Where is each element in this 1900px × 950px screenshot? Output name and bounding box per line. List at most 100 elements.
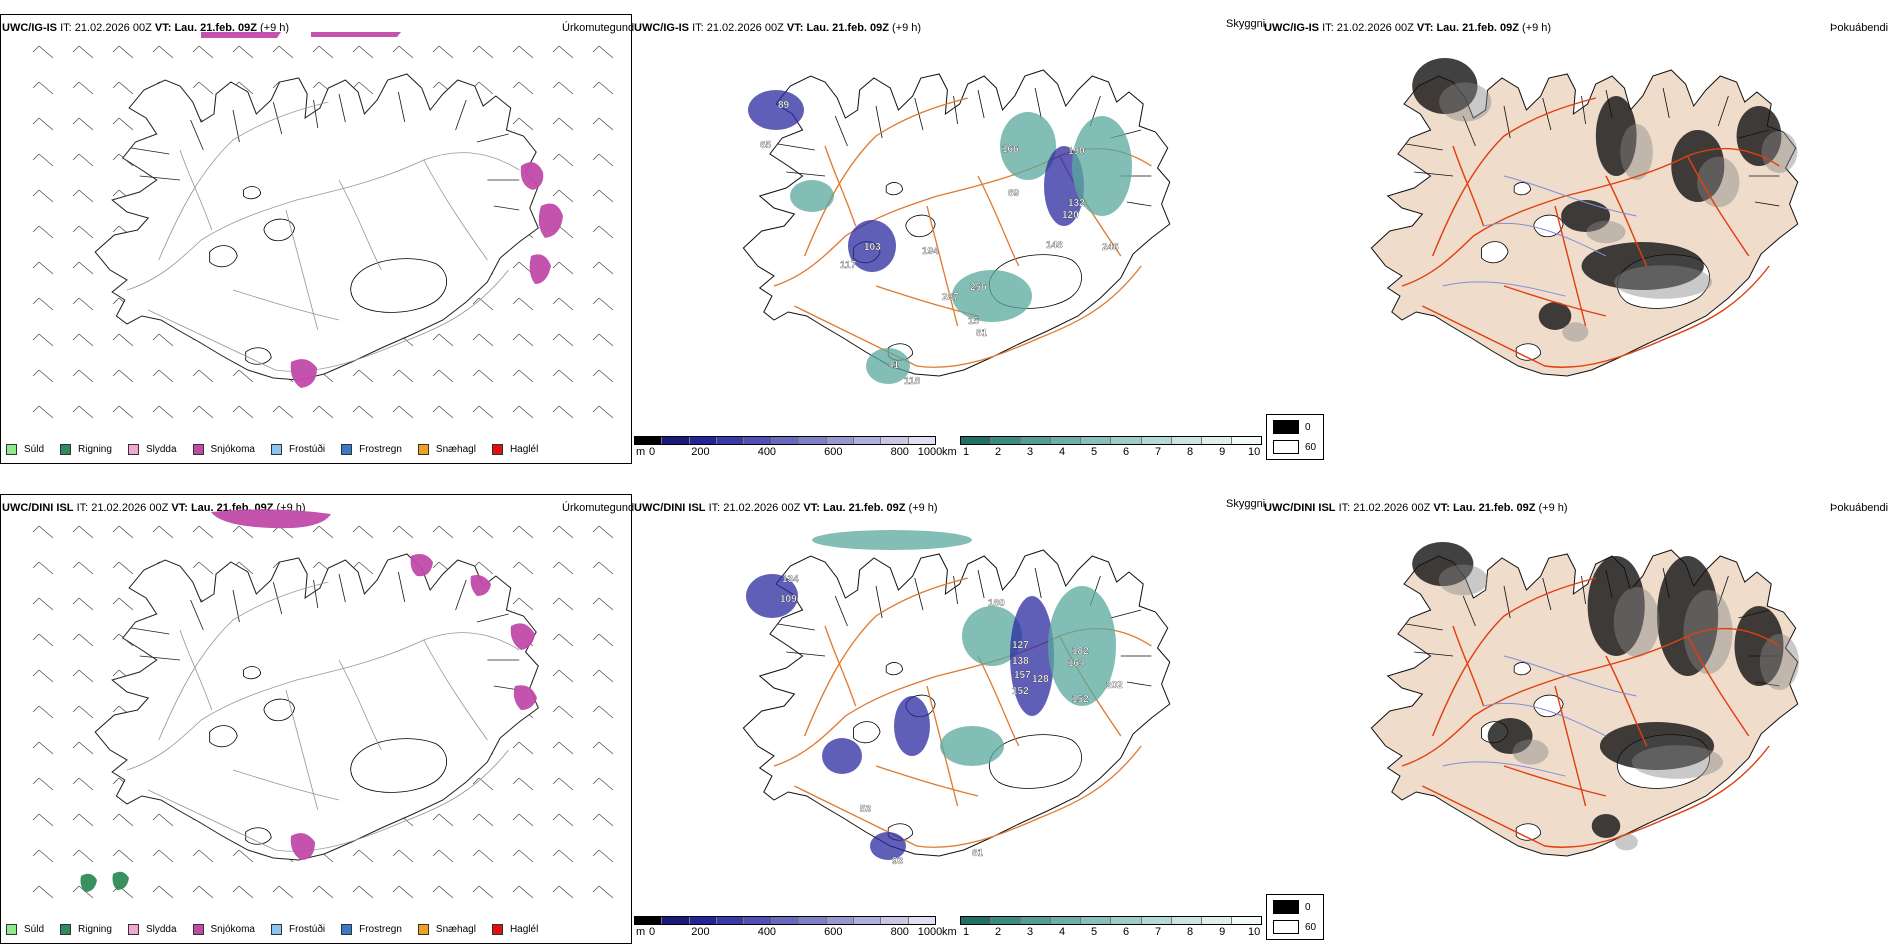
height-tick: 600 [824,926,843,938]
visibility-value-label: 103 [864,242,881,253]
colorbar-cell [771,917,800,924]
visibility-value-label: 246 [1102,242,1119,253]
wind-barb [592,777,614,791]
visibility-value-label: 287 [942,292,959,303]
height-unit: m [636,446,646,458]
legend-label: Rigning [78,923,112,935]
wind-barb [552,669,574,683]
visibility-value-label: 65 [760,140,772,151]
snowfall-area [410,554,433,577]
fog-index-map [1370,58,1799,377]
wind-barb [592,189,614,203]
model-name: UWC/IG-IS [634,22,689,34]
wind-barb [72,45,94,59]
legend-swatch [60,443,72,455]
road-line [1431,577,1596,737]
glacier-outline [243,666,261,680]
road-line [158,581,329,741]
forecast-offset: (+9 h) [1538,502,1568,514]
wind-barb [512,561,534,575]
vt-value: Lau. 21.feb. 09Z [1436,22,1519,34]
wind-barb [32,633,54,647]
legend-label: Haglél [509,443,539,455]
colorbar-cell [1021,437,1052,444]
road-line [977,175,1020,267]
colorbar-cell [1201,437,1232,444]
wind-barb [192,81,214,95]
wind-barb [72,777,94,791]
wind-barb [312,405,334,419]
glacier-outline [245,827,272,845]
wind-barb [592,297,614,311]
wind-barb [312,45,334,59]
low-visibility-area [746,574,798,618]
panel-header: UWC/DINI ISL IT: 21.02.2026 00Z VT: Lau.… [1264,502,1568,515]
road-line [1503,765,1607,797]
snowfall-area [513,685,537,710]
wind-barb [72,333,94,347]
wind-barb [552,597,574,611]
road-line [126,632,520,771]
wind-barb [152,885,174,899]
wind-barb [72,225,94,239]
wind-barb [512,81,534,95]
low-visibility-area [848,220,896,272]
fog-legend-label: 60 [1305,441,1317,453]
wind-barb [72,525,94,539]
wind-barb [112,369,134,383]
visibility-value-label: 81 [972,848,984,859]
wind-barb [72,597,94,611]
snowfall-area [211,509,331,529]
visibility-colorbar-bar [960,916,1262,925]
fog-legend-label: 0 [1305,421,1311,433]
legend-item: Snjókoma [192,923,255,935]
glacier-outline [1513,182,1531,196]
legend-item: Frostúði [270,443,325,455]
wind-barb [352,525,374,539]
road-line [1605,655,1648,747]
wind-barb [592,813,614,827]
wind-barb [32,81,54,95]
it-label: IT: [76,502,89,514]
panel-title-precip-type: Úrkomutegund [562,22,635,34]
colorbar-cell [1141,917,1172,924]
wind-barb [592,117,614,131]
wind-barb [112,813,134,827]
iceland-map [742,69,1171,377]
iceland-map [1370,58,1799,377]
visibility-value-label: 166 [1002,144,1019,155]
wind-barb [32,849,54,863]
wind-barb [72,561,94,575]
legend-item: Frostregn [341,923,402,935]
fog-area [1538,302,1572,330]
panel-title-fog-index: Þokuábendi [1830,502,1889,514]
rain-area [80,873,97,892]
legend-label: Snæhagl [435,923,476,935]
wind-barb [592,633,614,647]
low-visibility-area [1048,586,1116,706]
visibility-tick: 10 [1248,446,1261,458]
colorbar-cell [853,917,882,924]
legend-swatch [6,443,17,455]
glacier-outline [905,214,936,238]
legend-swatch [192,443,204,455]
legend-item: Súld [6,923,44,935]
road-line [148,749,509,852]
wind-barb [112,405,134,419]
visibility-tick: 1 [962,446,970,458]
fog-area-light [1562,322,1589,342]
visibility-tick: 9 [1219,926,1226,938]
model-name: UWC/IG-IS [1264,22,1319,34]
legend-item: Frostregn [341,443,402,455]
model-name: UWC/DINI ISL [2,502,74,514]
wind-barb [72,705,94,719]
wind-barb [72,813,94,827]
wind-barb [432,525,454,539]
legend-item: Snæhagl [417,443,476,455]
legend-swatch [127,443,139,455]
wind-barb [512,885,534,899]
colorbar-cell [1111,917,1142,924]
wind-barb [432,813,454,827]
wind-barb [112,849,134,863]
legend-item: Frostúði [270,923,325,935]
